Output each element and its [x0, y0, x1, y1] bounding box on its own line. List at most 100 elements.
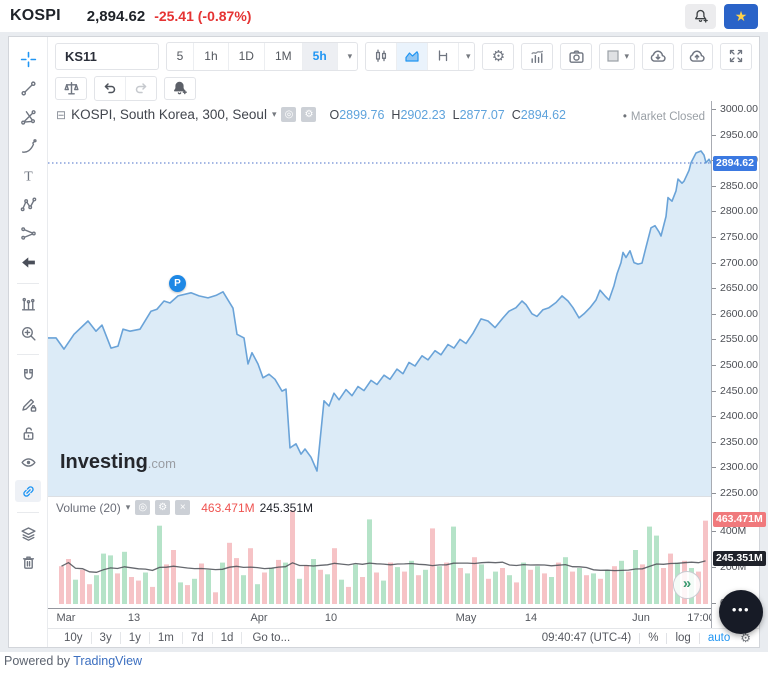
interval-5[interactable]: 5	[167, 42, 195, 70]
symbol-name: KOSPI	[10, 7, 61, 24]
series-title[interactable]: KOSPI, South Korea, 300, Seoul	[71, 107, 267, 122]
time-axis[interactable]: Mar 13 Apr 10 May 14 Jun 17:00	[48, 608, 711, 628]
style-dropdown-button[interactable]: ▾	[459, 43, 475, 70]
interval-1d[interactable]: 1D	[229, 42, 265, 70]
save-chart-button[interactable]	[681, 42, 713, 70]
load-chart-button[interactable]	[642, 42, 674, 70]
interval-dropdown-button[interactable]: ▾	[338, 43, 357, 70]
auto-scale-button[interactable]: auto	[707, 632, 731, 644]
maximize-pane-button[interactable]: »	[673, 571, 701, 599]
candles-style-button[interactable]	[366, 42, 397, 70]
trend-line-tool-button[interactable]	[15, 77, 41, 99]
crosshair-tool-button[interactable]	[15, 48, 41, 70]
camera-icon	[569, 49, 584, 63]
time-tick-label: Mar	[56, 612, 76, 624]
price-tick-label: 2750.00	[712, 231, 758, 243]
chart-area[interactable]: ⊟ KOSPI, South Korea, 300, Seoul ▾ ◎ ⚙ O…	[48, 101, 711, 628]
volume-pane[interactable]: Volume (20) ▾ ◎ ⚙ × 463.471M 245.351M »	[48, 496, 711, 608]
gann-fib-tool-button[interactable]	[15, 106, 41, 128]
alert-bell-button[interactable]	[164, 76, 196, 100]
close-label: C	[511, 107, 521, 122]
compare-button[interactable]	[55, 76, 87, 100]
collapse-pane-icon[interactable]: ⊟	[56, 107, 67, 122]
chevron-down-icon: ▾	[465, 50, 471, 61]
undo-button[interactable]	[95, 76, 126, 100]
symbol-search-box[interactable]: KS11	[55, 42, 159, 70]
volume-study-title[interactable]: Volume (20)	[56, 500, 121, 515]
star-icon: ★	[734, 8, 748, 24]
range-3y-button[interactable]: 3y	[92, 632, 121, 644]
chevron-down-icon[interactable]: ▾	[125, 502, 131, 512]
range-7d-button[interactable]: 7d	[183, 632, 213, 644]
range-1y-button[interactable]: 1y	[121, 632, 150, 644]
bars-pattern-tool-button[interactable]	[15, 293, 41, 315]
price-axis[interactable]: 2894.62 463.471M 245.351M 3000.00 2950.00…	[711, 101, 766, 628]
clock-timezone[interactable]: 09:40:47 (UTC-4)	[541, 632, 632, 644]
line-style-button[interactable]	[428, 42, 459, 70]
price-tick-label: 2450.00	[712, 385, 758, 397]
event-marker-p[interactable]: P	[169, 274, 186, 292]
watermark-suffix: .com	[147, 456, 176, 471]
interval-1h[interactable]: 1h	[194, 42, 229, 70]
range-1d-button[interactable]: 1d	[213, 632, 243, 644]
price-change: -25.41 (-0.87%)	[154, 8, 252, 24]
zoom-in-tool-button[interactable]	[15, 322, 41, 344]
object-tree-button[interactable]	[15, 522, 41, 544]
watchlist-star-button[interactable]: ★	[724, 3, 758, 29]
layout-select-button[interactable]: ▾	[599, 42, 635, 70]
percent-scale-button[interactable]: %	[648, 632, 659, 644]
volume-settings-button[interactable]: ⚙	[155, 500, 171, 515]
cloud-upload-icon	[689, 50, 705, 62]
range-10y-button[interactable]: 10y	[56, 632, 92, 644]
gear-icon[interactable]: ⚙	[740, 631, 751, 645]
volume-tick-label: 400M	[712, 525, 746, 537]
pattern-tool-button[interactable]	[15, 193, 41, 215]
interval-5h-active[interactable]: 5h	[302, 42, 338, 70]
interval-1m[interactable]: 1M	[265, 42, 303, 70]
series-legend: ⊟ KOSPI, South Korea, 300, Seoul ▾ ◎ ⚙ O…	[56, 107, 566, 122]
step-line-icon	[438, 50, 448, 62]
price-pane[interactable]: ⊟ KOSPI, South Korea, 300, Seoul ▾ ◎ ⚙ O…	[48, 101, 711, 496]
goto-date-button[interactable]: Go to...	[252, 632, 291, 644]
volume-visibility-button[interactable]: ◎	[135, 500, 151, 515]
tradingview-link[interactable]: TradingView	[73, 654, 143, 668]
indicators-button[interactable]	[521, 42, 554, 70]
range-1m-button[interactable]: 1m	[150, 632, 183, 644]
market-status-text: Market Closed	[630, 111, 705, 123]
drawing-toolbar: T	[9, 37, 48, 647]
lock-all-drawings-button[interactable]	[15, 422, 41, 444]
price-tick-label: 2600.00	[712, 308, 758, 320]
toolbar-divider	[17, 283, 39, 284]
price-tick-label: 3000.00	[712, 103, 758, 115]
brush-tool-button[interactable]	[15, 135, 41, 157]
hide-all-drawings-button[interactable]	[15, 451, 41, 473]
volume-remove-button[interactable]: ×	[175, 500, 191, 515]
remove-drawings-button[interactable]	[15, 551, 41, 573]
magnet-mode-button[interactable]	[15, 364, 41, 386]
sync-drawings-button[interactable]	[15, 480, 41, 502]
cloud-download-icon	[650, 50, 666, 62]
fullscreen-button[interactable]	[720, 42, 752, 70]
create-alert-button[interactable]	[685, 3, 716, 29]
redo-button[interactable]	[126, 77, 156, 100]
toolbar-right-cluster: ▾	[560, 42, 752, 70]
powered-by-text: Powered by	[4, 654, 71, 668]
quick-actions-fab[interactable]: •••	[719, 590, 763, 634]
prediction-tool-button[interactable]	[15, 222, 41, 244]
snapshot-button[interactable]	[560, 42, 593, 70]
bottom-right-group: 09:40:47 (UTC-4) % log auto ⚙	[534, 631, 751, 645]
chart-settings-button[interactable]: ⚙	[482, 42, 515, 70]
svg-text:T: T	[24, 168, 33, 183]
last-price: 2,894.62	[86, 7, 146, 25]
arrow-marker-tool-button[interactable]	[15, 251, 41, 273]
chevron-down-icon[interactable]: ▾	[271, 109, 277, 119]
log-scale-button[interactable]: log	[675, 632, 691, 644]
drawing-mode-lock-button[interactable]	[15, 393, 41, 415]
status-dot-icon: •	[622, 111, 627, 123]
price-tick-label: 2700.00	[712, 257, 758, 269]
text-tool-button[interactable]: T	[15, 164, 41, 186]
series-settings-button[interactable]: ⚙	[301, 107, 317, 122]
series-visibility-button[interactable]: ◎	[281, 107, 297, 122]
area-style-button[interactable]	[396, 42, 428, 70]
crosshair-icon	[20, 51, 36, 67]
